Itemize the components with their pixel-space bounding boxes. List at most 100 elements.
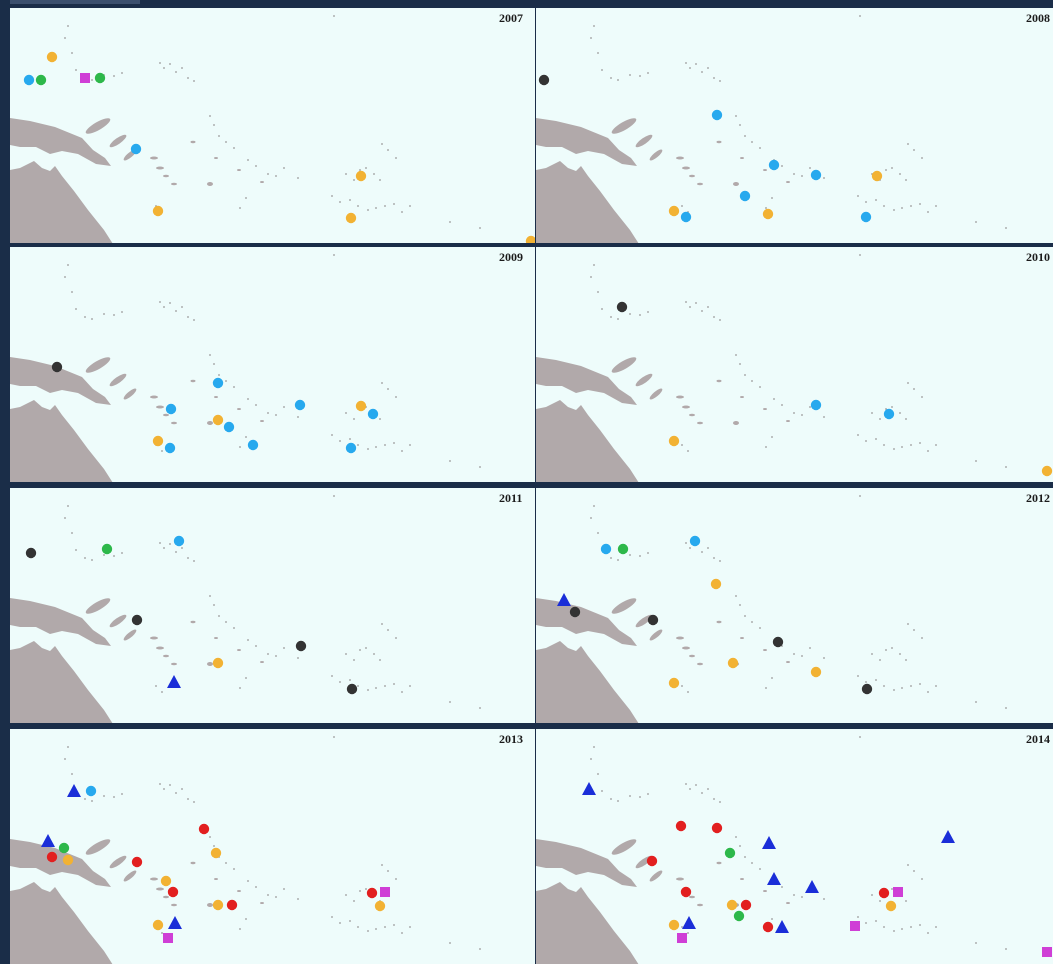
islet [809,647,811,649]
islet [169,302,171,304]
island [716,379,722,383]
australia-landmass [536,882,639,964]
island [171,182,177,186]
island [697,662,703,666]
islet [393,203,395,205]
islet [907,864,909,866]
map-panel-2009: 2009 [10,247,535,482]
marker-circle-black [346,683,358,695]
marker-circle-blue [294,399,306,411]
island [611,118,637,134]
islet [875,679,877,681]
islet [367,930,369,932]
islet [893,930,895,932]
island [733,421,739,425]
islet [393,442,395,444]
islet [381,382,383,384]
marker-circle-red [878,887,890,899]
islet [387,388,389,390]
islet [639,555,641,557]
map-canvas [10,15,535,243]
island [786,661,790,663]
marker-circle-black [616,301,628,313]
islet [449,460,451,462]
islet [267,173,269,175]
islet [333,15,335,17]
islet [899,653,901,655]
islet [739,845,741,847]
islet [209,836,211,838]
islet [765,446,767,448]
islet [353,418,355,420]
islet [213,604,215,606]
islet [339,681,341,683]
island [611,357,637,373]
islet [91,318,93,320]
islet [225,621,227,623]
island [150,156,158,160]
islet [357,685,359,687]
islet [597,532,599,534]
islet [735,115,737,117]
island [109,855,127,869]
islet [801,896,803,898]
island [109,134,127,148]
islet [801,655,803,657]
islet [601,790,603,792]
islet [121,72,123,74]
islet [901,687,903,689]
islet [689,67,691,69]
islet [175,792,177,794]
islet [333,254,335,256]
islet [865,440,867,442]
islet [283,406,285,408]
marker-circle-blue [164,442,176,454]
island [676,636,684,640]
panel-year-label: 2010 [1026,250,1050,264]
marker-circle-blue [810,399,822,411]
islet [339,440,341,442]
marker-circle-blue [345,442,357,454]
islet [233,627,235,629]
marker-circle-red [711,822,723,834]
islet [233,147,235,149]
map-canvas [10,254,481,482]
islet [883,926,885,928]
islet [64,37,66,39]
new-guinea-landmass [536,357,637,405]
marker-circle-orange [871,170,883,182]
marker-circle-blue [173,535,185,547]
islet [859,254,861,256]
marker-circle-blue [247,439,259,451]
islet [161,450,163,452]
island [214,637,218,639]
island [214,157,218,159]
islet [629,795,631,797]
island [171,903,177,907]
marker-circle-orange [710,578,722,590]
islet [891,888,893,890]
islet [629,74,631,76]
islet [617,79,619,81]
island [682,405,690,409]
islet [349,679,351,681]
island [740,878,744,880]
islet [159,783,161,785]
islet [901,928,903,930]
islet [919,924,921,926]
islet [409,444,411,446]
islet [857,916,859,918]
islet [103,554,105,556]
map-panel-2008: 2008 [536,8,1053,243]
islet [245,436,247,438]
map-panel-2014: 2014 [536,729,1053,964]
islet [64,276,66,278]
island [260,181,264,183]
islet [345,653,347,655]
map-canvas [536,495,1007,723]
islet [935,685,937,687]
marker-triangle-darkblue [41,834,55,847]
islet [395,878,397,880]
marker-circle-red [762,921,774,933]
islet [91,559,93,561]
